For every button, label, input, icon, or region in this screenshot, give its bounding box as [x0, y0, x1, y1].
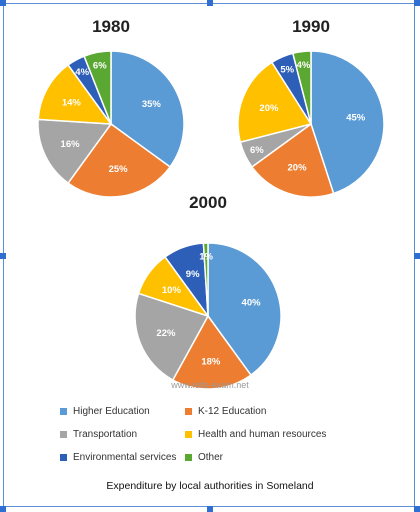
slice-2000-other	[202, 242, 209, 317]
slice-1990-higher-education	[310, 50, 385, 195]
slice-2000-higher-education	[207, 242, 282, 377]
legend-item-health-and-human-resources: Health and human resources	[185, 429, 326, 440]
slice-label-2000-other: 1%	[199, 252, 213, 263]
pie-1990: 1990 45% 20% 6% 20% 5% 4%	[237, 17, 385, 198]
legend-item-transportation: Transportation	[60, 429, 137, 440]
legend-item-k-12-education: K-12 Education	[185, 406, 266, 417]
watermark: www.ielts-exam.net	[171, 380, 249, 390]
legend-label-higher-education: Higher Education	[73, 406, 150, 417]
legend-swatch-other	[185, 454, 192, 461]
slice-label-1980-k-12-education: 25%	[109, 164, 129, 175]
slice-label-1990-transportation: 6%	[250, 145, 264, 156]
pie-title-2000: 2000	[189, 193, 227, 212]
slice-label-1990-higher-education: 45%	[346, 112, 366, 123]
resize-handle-bottom-left[interactable]	[0, 506, 6, 512]
legend-swatch-health-and-human-resources	[185, 431, 192, 438]
resize-handle-middle-right[interactable]	[414, 253, 420, 259]
resize-handle-top-center[interactable]	[207, 0, 213, 6]
slice-label-2000-health-and-human-resources: 10%	[162, 285, 182, 296]
slice-1990-other	[291, 50, 312, 125]
legend-label-transportation: Transportation	[73, 429, 138, 440]
slice-1980-transportation	[37, 118, 113, 185]
legend-item-higher-education: Higher Education	[60, 406, 150, 417]
slice-label-1980-transportation: 16%	[61, 139, 81, 150]
resize-handle-bottom-right[interactable]	[414, 506, 420, 512]
pie-title-1980: 1980	[92, 17, 130, 36]
legend-swatch-k-12-education	[185, 408, 192, 415]
legend-swatch-higher-education	[60, 408, 67, 415]
legend-label-health-and-human-resources: Health and human resources	[198, 429, 327, 440]
slice-label-2000-k-12-education: 18%	[201, 357, 221, 368]
legend-swatch-environmental-services	[60, 454, 67, 461]
slice-label-2000-higher-education: 40%	[242, 298, 262, 309]
slice-label-1980-environmental-services: 4%	[75, 67, 89, 78]
pie-title-1990: 1990	[292, 17, 330, 36]
slice-1990-k-12-education	[250, 122, 335, 198]
legend-label-k-12-education: K-12 Education	[198, 406, 267, 417]
legend-item-environmental-services: Environmental services	[60, 452, 176, 463]
slice-label-1980-other: 6%	[93, 61, 107, 72]
slice-label-1980-higher-education: 35%	[142, 99, 162, 110]
slice-1980-other	[83, 50, 112, 125]
resize-handle-top-right[interactable]	[414, 0, 420, 6]
slice-1980-health-and-human-resources	[37, 63, 113, 125]
legend-label-environmental-services: Environmental services	[73, 452, 177, 463]
resize-handle-top-left[interactable]	[0, 0, 6, 6]
pie-1980: 1980 35% 25% 16% 14% 4% 6%	[37, 17, 185, 198]
slice-1990-health-and-human-resources	[237, 61, 313, 144]
slice-label-2000-transportation: 22%	[156, 328, 176, 339]
slice-2000-k-12-education	[171, 314, 252, 390]
legend-label-other: Other	[198, 452, 224, 463]
slice-label-2000-environmental-services: 9%	[186, 269, 200, 280]
slice-label-1980-health-and-human-resources: 14%	[62, 98, 82, 109]
resize-handle-middle-left[interactable]	[0, 253, 6, 259]
slice-label-1990-other: 4%	[297, 60, 311, 71]
legend-swatch-transportation	[60, 431, 67, 438]
slice-2000-transportation	[134, 292, 210, 381]
resize-handle-bottom-center[interactable]	[207, 506, 213, 512]
slice-1980-k-12-education	[67, 122, 172, 198]
slice-label-1990-environmental-services: 5%	[280, 65, 294, 76]
slice-label-1990-health-and-human-resources: 20%	[259, 103, 279, 114]
pie-2000: 2000 40% 18% 22% 10% 9% 1%	[134, 193, 282, 390]
legend-item-other: Other	[185, 452, 223, 463]
chart-caption: Expenditure by local authorities in Some…	[106, 480, 314, 492]
slice-1980-higher-education	[110, 50, 185, 168]
slice-label-1990-k-12-education: 20%	[288, 163, 308, 174]
